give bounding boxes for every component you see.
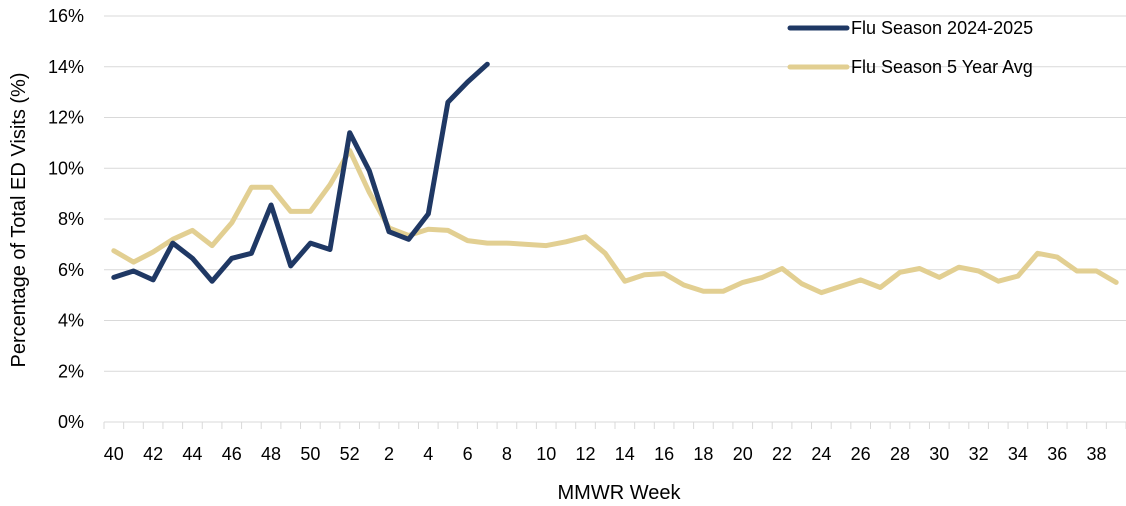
x-tick-label: 42 <box>143 444 163 464</box>
x-tick-label: 50 <box>300 444 320 464</box>
x-tick-label: 22 <box>772 444 792 464</box>
x-tick-label: 14 <box>615 444 635 464</box>
y-tick-label: 14% <box>48 57 84 77</box>
legend: Flu Season 2024-2025 Flu Season 5 Year A… <box>787 18 1033 77</box>
x-tick-label: 8 <box>502 444 512 464</box>
y-tick-label: 6% <box>58 260 84 280</box>
x-tick-label: 38 <box>1087 444 1107 464</box>
x-tick-label: 36 <box>1047 444 1067 464</box>
x-tick-label: 40 <box>104 444 124 464</box>
x-axis-title: MMWR Week <box>558 482 682 504</box>
x-tick-label: 24 <box>811 444 831 464</box>
x-tick-label: 12 <box>576 444 596 464</box>
legend-label-flu-season-2024-2025: Flu Season 2024-2025 <box>851 18 1033 38</box>
x-tick-label: 48 <box>261 444 281 464</box>
x-tick-label: 52 <box>340 444 360 464</box>
y-tick-label: 2% <box>58 361 84 381</box>
y-axis-title: Percentage of Total ED Visits (%) <box>8 73 30 368</box>
x-tick-label: 30 <box>929 444 949 464</box>
x-tick-label: 28 <box>890 444 910 464</box>
y-tick-label: 12% <box>48 108 84 128</box>
legend-label-flu-season-5-year-avg: Flu Season 5 Year Avg <box>851 57 1033 77</box>
x-tick-label: 32 <box>969 444 989 464</box>
x-tick-label: 26 <box>851 444 871 464</box>
x-axis <box>103 421 1126 429</box>
series-line-flu-season-2024-2025 <box>111 61 490 284</box>
y-tick-labels: 0% 2% 4% 6% 8% 10% 12% 14% 16% <box>48 6 84 432</box>
x-tick-label: 10 <box>536 444 556 464</box>
y-tick-label: 4% <box>58 311 84 331</box>
x-tick-label: 2 <box>384 444 394 464</box>
y-tick-label: 16% <box>48 6 84 26</box>
x-tick-label: 46 <box>222 444 242 464</box>
y-tick-label: 10% <box>48 158 84 178</box>
y-tick-label: 0% <box>58 412 84 432</box>
series-lines <box>111 61 1119 296</box>
x-tick-labels: 40 42 44 46 48 50 52 2 4 6 8 10 12 14 16 18 20 22 24 26 28 30… <box>104 444 1107 464</box>
series-line-flu-season-5-year-avg <box>111 148 1119 296</box>
y-tick-label: 8% <box>58 209 84 229</box>
x-tick-label: 44 <box>182 444 202 464</box>
x-tick-label: 20 <box>733 444 753 464</box>
x-tick-label: 4 <box>423 444 433 464</box>
x-tick-label: 18 <box>693 444 713 464</box>
x-tick-label: 6 <box>463 444 473 464</box>
x-tick-label: 16 <box>654 444 674 464</box>
x-tick-label: 34 <box>1008 444 1028 464</box>
